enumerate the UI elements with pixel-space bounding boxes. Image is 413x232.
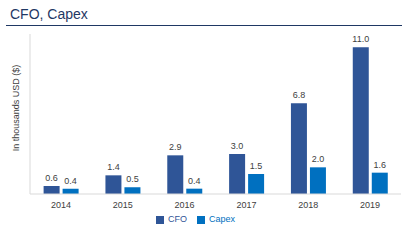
svg-text:2016: 2016 (175, 200, 195, 210)
svg-text:11.0: 11.0 (352, 34, 369, 44)
svg-text:2019: 2019 (360, 200, 380, 210)
svg-text:0.5: 0.5 (126, 174, 139, 184)
svg-text:3.0: 3.0 (231, 141, 244, 151)
svg-text:6.8: 6.8 (293, 90, 306, 100)
svg-text:2017: 2017 (236, 200, 256, 210)
html-text:In thousands USD ($): In thousands USD ($) (11, 64, 21, 152)
svg-text:2.9: 2.9 (169, 142, 182, 152)
svg-text:2014: 2014 (51, 200, 71, 210)
html-text:CFO, Capex: CFO, Capex (10, 6, 88, 22)
svg-text:1.5: 1.5 (250, 161, 263, 171)
svg-text:1.4: 1.4 (107, 162, 120, 172)
svg-text:0.4: 0.4 (188, 176, 201, 186)
html-text:CFO: CFO (168, 214, 187, 224)
svg-text:2015: 2015 (113, 200, 133, 210)
svg-text:0.4: 0.4 (64, 176, 77, 186)
svg-text:0.6: 0.6 (45, 173, 58, 183)
svg-text:2018: 2018 (298, 200, 318, 210)
html-text:Capex: Capex (209, 214, 235, 224)
svg-text:1.6: 1.6 (374, 160, 387, 170)
svg-text:2.0: 2.0 (312, 154, 325, 164)
